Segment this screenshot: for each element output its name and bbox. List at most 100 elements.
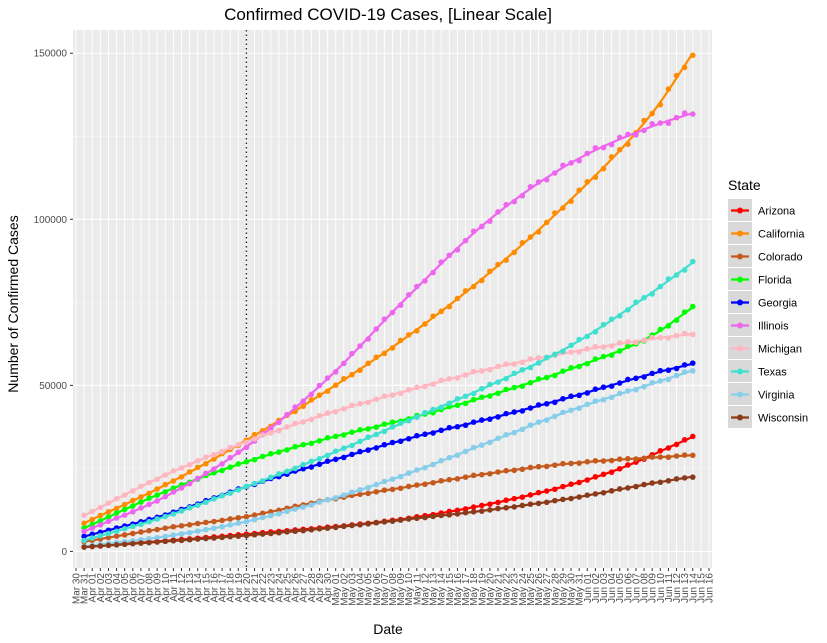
data-point: [259, 531, 266, 537]
series-wisconsin: [81, 474, 696, 550]
data-point: [138, 505, 144, 511]
x-tick-label: May 16: [453, 573, 464, 606]
data-point: [332, 524, 339, 531]
data-point: [414, 384, 420, 391]
data-point: [219, 448, 225, 455]
data-point: [478, 471, 485, 478]
data-point: [487, 268, 493, 275]
data-point: [584, 390, 591, 396]
data-point: [673, 453, 680, 459]
data-point: [657, 479, 664, 486]
data-point: [552, 486, 558, 493]
x-tick-label: Mar 30: [72, 573, 83, 605]
data-point: [552, 399, 558, 406]
legend-label: Michigan: [758, 344, 802, 356]
data-point: [81, 537, 87, 544]
data-point: [446, 375, 453, 382]
data-point: [584, 333, 591, 340]
data-point: [430, 513, 436, 520]
data-point: [422, 278, 428, 284]
data-point: [113, 495, 120, 502]
data-point: [633, 386, 639, 393]
data-point: [665, 276, 672, 282]
data-point: [381, 441, 388, 448]
data-point: [495, 209, 501, 215]
data-point: [365, 521, 371, 527]
data-point: [600, 489, 607, 496]
data-point: [211, 518, 217, 525]
x-tick-label: May 11: [412, 573, 423, 605]
data-point: [373, 519, 380, 526]
data-point: [349, 429, 355, 435]
x-tick-label: Apr 20: [242, 573, 253, 603]
data-point: [552, 170, 558, 176]
data-point: [681, 330, 688, 337]
data-point: [130, 523, 136, 530]
data-point: [243, 483, 250, 490]
legend-label: Wisconsin: [758, 413, 808, 425]
data-point: [365, 434, 371, 440]
data-point: [689, 452, 696, 459]
data-point: [365, 447, 371, 453]
data-point: [276, 427, 282, 434]
data-point: [397, 302, 404, 308]
data-point: [341, 375, 347, 382]
data-point: [276, 511, 282, 517]
data-point: [665, 120, 672, 127]
data-point: [454, 375, 461, 381]
data-point: [267, 512, 274, 519]
data-point: [665, 376, 672, 383]
data-point: [259, 514, 266, 521]
data-point: [470, 504, 477, 510]
data-point: [487, 393, 493, 399]
x-tick-label: May 03: [347, 573, 358, 606]
data-point: [170, 538, 177, 544]
data-point: [422, 514, 428, 521]
data-point: [641, 337, 647, 344]
data-point: [300, 465, 307, 472]
data-point: [292, 404, 298, 410]
data-point: [511, 384, 518, 391]
data-point: [673, 72, 680, 79]
legend-label: Illinois: [758, 321, 789, 333]
data-point: [633, 339, 639, 346]
data-point: [422, 431, 428, 438]
legend-item-arizona: Arizona: [728, 199, 796, 221]
data-point: [616, 465, 623, 472]
data-point: [519, 383, 526, 390]
data-point: [373, 326, 380, 332]
data-point: [235, 514, 242, 521]
data-point: [503, 504, 509, 511]
plot-panel: [73, 30, 712, 568]
x-tick-label: May 02: [339, 573, 350, 606]
data-point: [584, 458, 591, 465]
data-point: [600, 458, 607, 464]
data-point: [170, 532, 177, 538]
data-point: [649, 480, 655, 486]
x-tick-label: May 17: [461, 573, 472, 606]
data-point: [105, 542, 112, 549]
data-point: [146, 495, 152, 501]
data-point: [657, 367, 664, 374]
data-point: [665, 335, 672, 341]
data-point: [584, 346, 591, 352]
legend-item-wisconsin: Wisconsin: [728, 406, 808, 428]
data-point: [227, 454, 233, 461]
data-point: [625, 376, 631, 383]
x-tick-label: Apr 25: [283, 573, 294, 603]
data-point: [316, 526, 323, 532]
data-point: [503, 386, 509, 393]
data-point: [203, 519, 209, 526]
data-point: [543, 176, 550, 183]
data-point: [454, 452, 461, 459]
x-tick-label: Apr 02: [96, 573, 107, 603]
x-tick-label: Apr 24: [274, 573, 285, 603]
data-point: [397, 485, 404, 492]
data-point: [454, 423, 461, 430]
data-point: [641, 455, 647, 462]
data-point: [689, 111, 696, 117]
data-point: [535, 463, 542, 470]
data-point: [560, 368, 566, 374]
data-point: [625, 462, 631, 468]
data-point: [357, 448, 363, 455]
